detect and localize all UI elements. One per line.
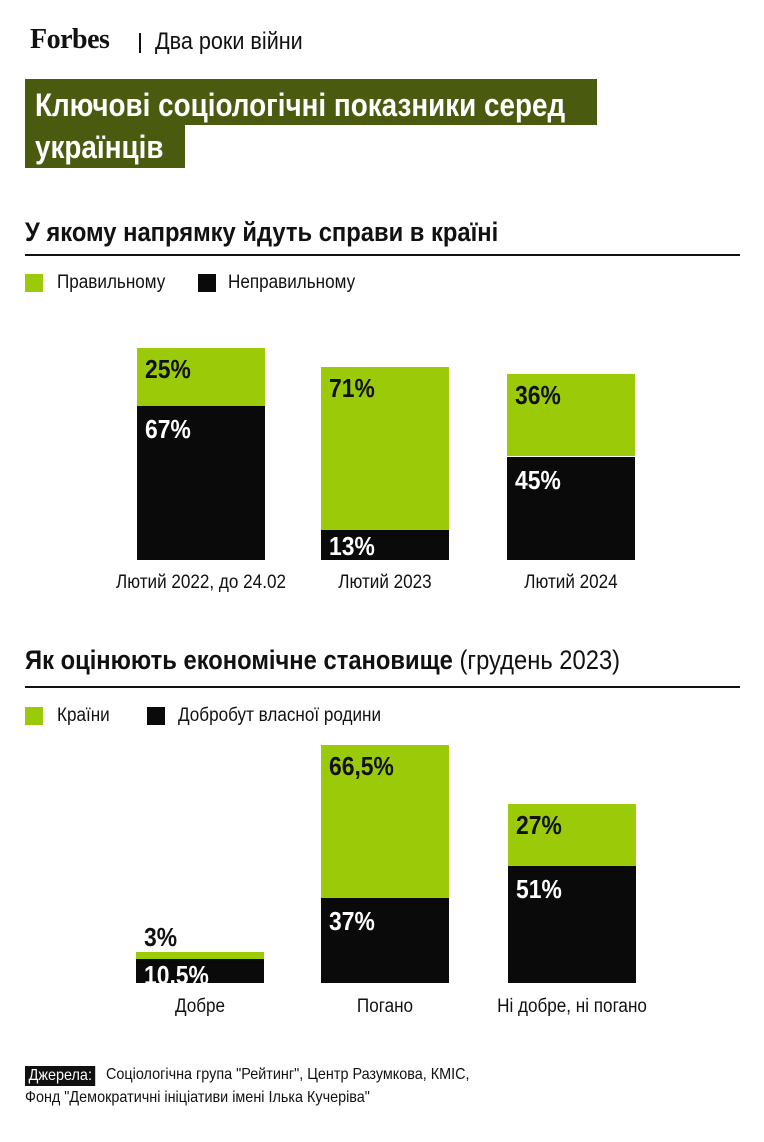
page-title-line1: Ключові соціологічні показники серед [35,87,566,123]
chart2-legend-swatch-black [147,707,165,725]
chart2-category-label-2: Погано [356,996,414,1017]
chart2-title-wrap: Як оцінюють економічне становище (груден… [25,645,620,676]
chart2-legend-swatch-green [25,707,43,725]
chart2-value-label-3-series1: 27% [516,809,562,840]
forbes-logo: Forbes [30,24,110,55]
chart2-value-label-1-series1: 3% [144,921,178,952]
chart1-value-label-3-series2: 45% [515,464,561,495]
chart1-value-label-2-series2: 13% [329,531,375,562]
header-subtitle: Два роки війни [155,28,303,55]
chart1-category-label-1: Лютий 2022, до 24.02 [116,572,286,593]
chart2-value-label-3-series2: 51% [516,873,562,904]
title-band-line1 [25,79,597,125]
chart1-category-label-3: Лютий 2024 [524,572,618,593]
chart2-title: Як оцінюють економічне становище [25,645,453,675]
sources-tag: Джерела: [25,1066,96,1086]
chart1-title: У якому напрямку йдуть справи в країні [25,217,499,247]
chart2-bar-2-series1 [321,744,449,898]
page-title-line2: українців [35,129,164,165]
chart1-bar-2-series2 [321,530,449,560]
chart2-title-note: (грудень 2023) [459,645,621,675]
chart2-bar-3-series2 [508,865,636,983]
chart2-bar-2-series2 [321,897,449,983]
chart2-bar-1-series2 [136,958,264,983]
chart2-bar-3-series1 [508,803,636,866]
chart2-category-label-1: Добре [174,996,226,1017]
chart1-bar-1-series2 [137,405,265,560]
chart1-bar-1-series1 [137,348,265,406]
chart2-bar-1-series1 [136,951,264,959]
chart1-legend-label-2: Неправильному [228,272,356,293]
chart1-value-label-3-series1: 36% [515,379,561,410]
chart2-legend-label-1: Країни [57,705,110,726]
chart2-category-label-3: Ні добре, ні погано [497,996,647,1017]
chart1-bar-2-series1 [321,366,449,531]
chart1-value-label-1-series1: 25% [145,354,191,385]
chart1-bar-3-series2 [507,456,635,560]
chart1-legend-swatch-green [25,274,43,292]
page-title: Ключові соціологічні показники серед укр… [35,84,592,168]
chart2-value-label-1-series2: 10,5% [144,959,209,990]
header-separator [139,33,141,53]
chart2-rule [25,686,740,688]
chart1-legend-label-1: Правильному [57,272,166,293]
chart1-rule [25,254,740,256]
chart2-value-label-2-series2: 37% [329,905,375,936]
chart2-legend-label-2: Добробут власної родини [178,705,382,726]
chart1-legend-swatch-black [198,274,216,292]
chart1-bar-3-series1 [507,373,635,457]
chart2-value-label-2-series1: 66,5% [329,750,394,781]
sources-line1: Соціологічна група "Рейтинг", Центр Разу… [106,1066,470,1083]
sources-line2: Фонд "Демократичні ініціативи імені Ільк… [25,1089,370,1106]
title-band-line2 [25,122,185,168]
chart1-value-label-1-series2: 67% [145,413,191,444]
chart1-value-label-2-series1: 71% [329,372,375,403]
chart1-category-label-2: Лютий 2023 [338,572,432,593]
